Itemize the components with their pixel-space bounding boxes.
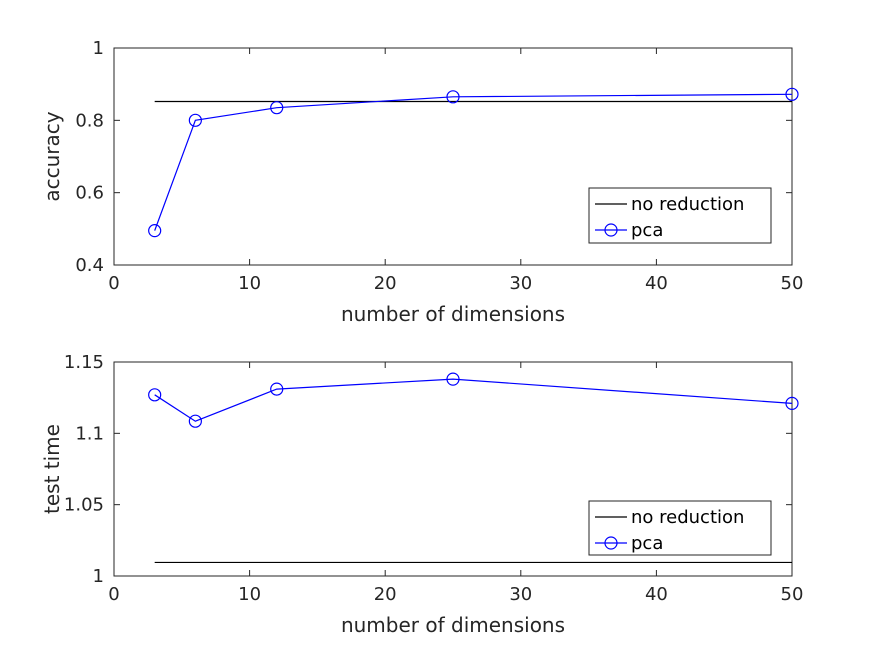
- data-point: [446, 372, 460, 386]
- series-line-2: [154, 378, 793, 422]
- data-point: [188, 113, 202, 127]
- data-point: [270, 382, 284, 396]
- x-tick-label: 0: [108, 584, 119, 605]
- legend-label: pca: [631, 220, 663, 241]
- x-tick-label: 20: [374, 273, 397, 294]
- x-tick-label: 30: [509, 273, 532, 294]
- legend: no reduction pca: [588, 187, 772, 244]
- y-tick-label: 0.4: [75, 255, 104, 276]
- legend-marker: [604, 223, 618, 237]
- data-point: [148, 388, 162, 402]
- legend-label: no reduction: [631, 507, 744, 528]
- legend: no reduction pca: [588, 500, 772, 556]
- data-point: [785, 396, 799, 410]
- x-tick-label: 10: [238, 273, 261, 294]
- legend-label: pca: [631, 533, 663, 554]
- data-point: [270, 101, 284, 115]
- chart-panel-2: 0 10 20 30 40 50 1 1.05 1.1 1.15 number of dimensi…: [40, 352, 803, 637]
- y-tick-label: 1.15: [64, 352, 104, 373]
- x-tick-label: 0: [108, 273, 119, 294]
- y-axis-label: accuracy: [40, 111, 64, 201]
- chart-panel-1: 0 10 20 30 40 50 0.4 0.6 0.8 1 number of dimension…: [40, 38, 803, 326]
- x-tick-label: 10: [238, 584, 261, 605]
- x-tick-label: 20: [374, 584, 397, 605]
- data-point: [446, 90, 460, 104]
- x-tick-label: 50: [781, 584, 804, 605]
- y-tick-label: 1: [93, 566, 104, 587]
- y-tick-label: 0.6: [75, 183, 104, 204]
- x-tick-label: 40: [645, 584, 668, 605]
- data-point: [188, 414, 202, 428]
- y-tick-label: 0.8: [75, 110, 104, 131]
- x-axis-label: number of dimensions: [341, 302, 565, 326]
- y-axis-label: test time: [40, 424, 64, 514]
- legend-label: no reduction: [631, 194, 744, 215]
- series-line-2: [154, 93, 793, 231]
- legend-box: [588, 500, 772, 556]
- y-tick-label: 1: [93, 38, 104, 59]
- legend-box: [588, 187, 772, 244]
- x-tick-label: 50: [781, 273, 804, 294]
- x-tick-label: 40: [645, 273, 668, 294]
- data-point: [148, 224, 162, 238]
- x-tick-label: 30: [509, 584, 532, 605]
- data-point: [785, 87, 799, 101]
- y-tick-label: 1.05: [64, 495, 104, 516]
- y-tick-label: 1.1: [75, 423, 104, 444]
- legend-marker: [604, 536, 618, 550]
- x-axis-label: number of dimensions: [341, 613, 565, 637]
